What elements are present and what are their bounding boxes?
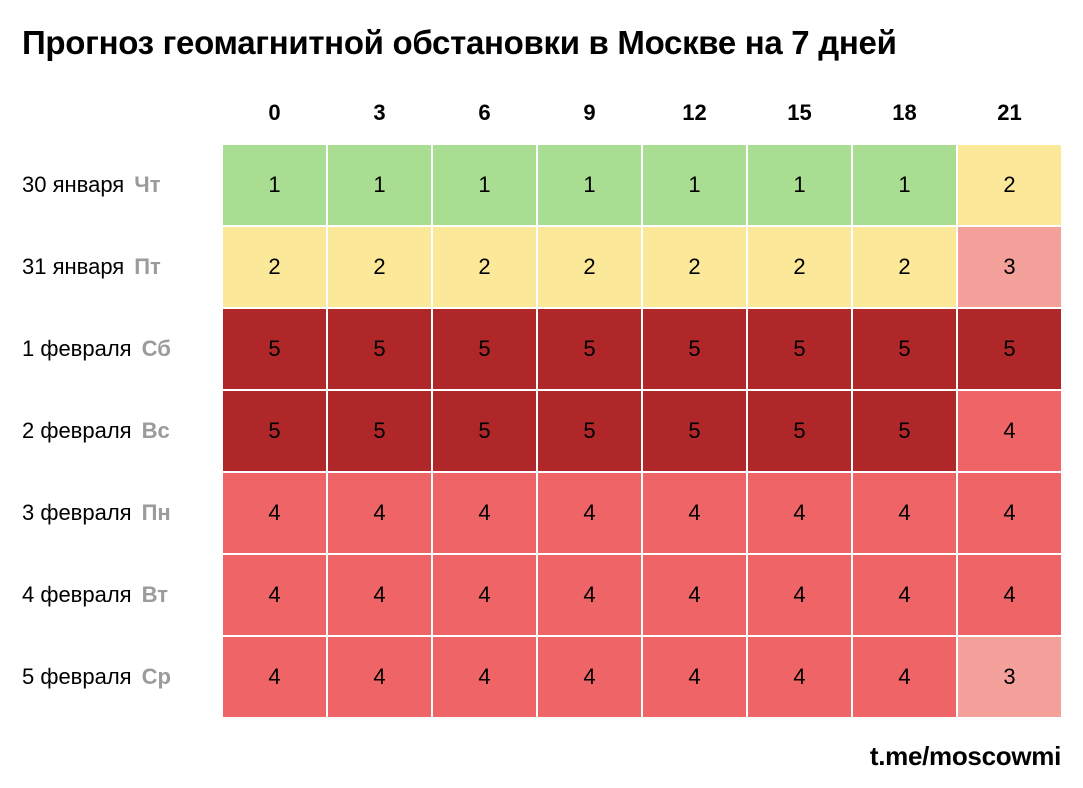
heatmap-cell: 4 [537, 554, 642, 636]
heatmap-cell: 4 [537, 636, 642, 718]
heatmap-cell: 1 [537, 144, 642, 226]
footer-credit: t.me/moscowmi [870, 741, 1061, 772]
heatmap-cell: 5 [747, 390, 852, 472]
heatmap-cell: 2 [432, 226, 537, 308]
hour-header: 18 [852, 90, 957, 144]
hour-header: 0 [222, 90, 327, 144]
hour-header: 3 [327, 90, 432, 144]
heatmap-cell: 4 [432, 636, 537, 718]
hour-header: 21 [957, 90, 1062, 144]
heatmap-cell: 1 [747, 144, 852, 226]
row-label: 2 февраля Вс [22, 390, 222, 472]
heatmap-cell: 5 [957, 308, 1062, 390]
heatmap-cell: 4 [957, 390, 1062, 472]
hour-header: 15 [747, 90, 852, 144]
row-date: 31 января [22, 254, 124, 280]
heatmap-cell: 4 [327, 472, 432, 554]
row-dow: Вт [142, 582, 168, 608]
heatmap-cell: 1 [642, 144, 747, 226]
heatmap-cell: 3 [957, 636, 1062, 718]
heatmap-cell: 5 [642, 308, 747, 390]
heatmap-cell: 5 [327, 390, 432, 472]
heatmap-cell: 3 [957, 226, 1062, 308]
chart-container: Прогноз геомагнитной обстановки в Москве… [0, 0, 1083, 718]
chart-title: Прогноз геомагнитной обстановки в Москве… [22, 24, 1061, 62]
hour-header: 12 [642, 90, 747, 144]
heatmap-cell: 5 [222, 308, 327, 390]
heatmap-cell: 4 [222, 636, 327, 718]
row-date: 1 февраля [22, 336, 132, 362]
heatmap-cell: 1 [852, 144, 957, 226]
row-label: 1 февраля Сб [22, 308, 222, 390]
heatmap-cell: 2 [642, 226, 747, 308]
row-dow: Вс [142, 418, 170, 444]
heatmap-cell: 4 [327, 554, 432, 636]
heatmap-cell: 4 [747, 636, 852, 718]
row-label: 5 февраля Ср [22, 636, 222, 718]
heatmap-cell: 1 [327, 144, 432, 226]
grid-corner [22, 90, 222, 144]
heatmap-cell: 4 [852, 554, 957, 636]
hour-header: 6 [432, 90, 537, 144]
heatmap-cell: 4 [642, 636, 747, 718]
row-date: 3 февраля [22, 500, 132, 526]
heatmap-cell: 2 [852, 226, 957, 308]
row-label: 4 февраля Вт [22, 554, 222, 636]
heatmap-cell: 2 [537, 226, 642, 308]
heatmap-grid: 03691215182130 январяЧт1111111231 января… [22, 90, 1062, 718]
heatmap-cell: 1 [222, 144, 327, 226]
row-label: 30 января Чт [22, 144, 222, 226]
heatmap-cell: 2 [222, 226, 327, 308]
heatmap-cell: 2 [747, 226, 852, 308]
heatmap-cell: 4 [642, 554, 747, 636]
heatmap-cell: 4 [432, 554, 537, 636]
heatmap-cell: 5 [537, 308, 642, 390]
heatmap-cell: 5 [852, 308, 957, 390]
heatmap-cell: 2 [327, 226, 432, 308]
row-date: 4 февраля [22, 582, 132, 608]
row-date: 5 февраля [22, 664, 132, 690]
heatmap-cell: 2 [957, 144, 1062, 226]
heatmap-cell: 5 [222, 390, 327, 472]
heatmap-cell: 4 [852, 636, 957, 718]
heatmap-cell: 5 [642, 390, 747, 472]
heatmap-cell: 4 [957, 554, 1062, 636]
row-dow: Чт [134, 172, 160, 198]
row-dow: Пн [142, 500, 171, 526]
heatmap-cell: 1 [432, 144, 537, 226]
row-date: 2 февраля [22, 418, 132, 444]
heatmap-cell: 5 [852, 390, 957, 472]
heatmap-cell: 5 [327, 308, 432, 390]
row-date: 30 января [22, 172, 124, 198]
heatmap-cell: 5 [747, 308, 852, 390]
heatmap-cell: 4 [957, 472, 1062, 554]
heatmap-cell: 4 [747, 554, 852, 636]
hour-header: 9 [537, 90, 642, 144]
heatmap-cell: 5 [432, 308, 537, 390]
heatmap-cell: 5 [537, 390, 642, 472]
heatmap-cell: 4 [327, 636, 432, 718]
heatmap-cell: 4 [747, 472, 852, 554]
row-dow: Ср [142, 664, 171, 690]
heatmap-cell: 4 [642, 472, 747, 554]
heatmap-cell: 4 [432, 472, 537, 554]
row-label: 31 января Пт [22, 226, 222, 308]
row-dow: Сб [142, 336, 171, 362]
row-dow: Пт [134, 254, 161, 280]
row-label: 3 февраля Пн [22, 472, 222, 554]
heatmap-cell: 4 [537, 472, 642, 554]
heatmap-cell: 4 [222, 554, 327, 636]
heatmap-cell: 4 [852, 472, 957, 554]
heatmap-cell: 5 [432, 390, 537, 472]
heatmap-cell: 4 [222, 472, 327, 554]
